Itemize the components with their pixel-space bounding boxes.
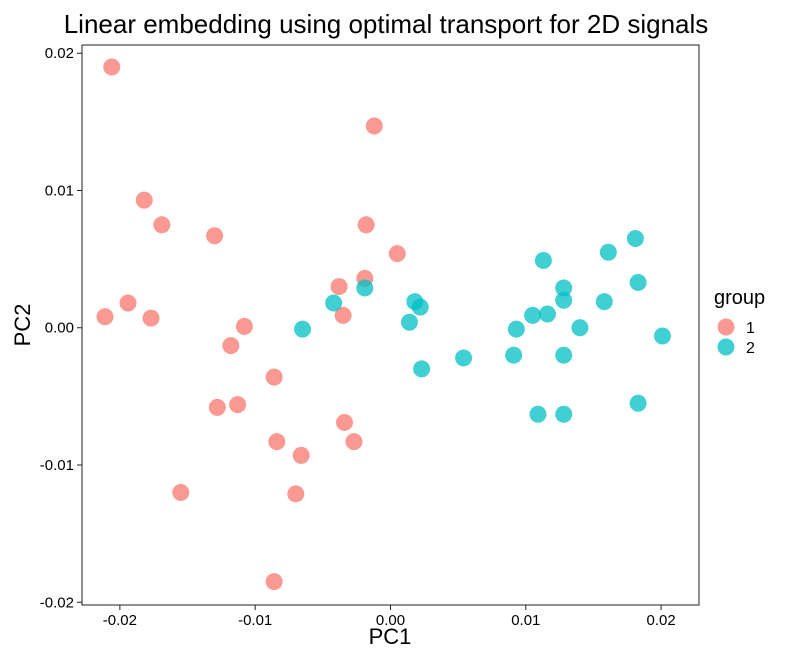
data-point — [455, 349, 473, 367]
legend-label: 2 — [746, 340, 755, 357]
data-point — [345, 433, 363, 451]
data-point — [629, 273, 647, 291]
data-point — [103, 58, 121, 76]
data-point — [571, 319, 589, 337]
data-point — [268, 433, 286, 451]
y-tick-label: -0.02 — [40, 594, 74, 611]
legend-label: 1 — [746, 320, 755, 337]
data-point — [235, 317, 253, 335]
series-group-1 — [96, 58, 406, 591]
x-tick-label: 0.00 — [376, 612, 405, 629]
data-point — [555, 405, 573, 423]
y-axis: -0.02 -0.01 0.00 0.01 0.02 — [40, 45, 82, 611]
data-point — [335, 413, 353, 431]
x-tick-label: 0.02 — [647, 612, 676, 629]
data-point — [629, 394, 647, 412]
data-point — [505, 346, 523, 364]
data-point — [507, 320, 525, 338]
data-point — [292, 446, 310, 464]
data-point — [555, 279, 573, 297]
data-point — [555, 291, 573, 309]
data-point — [265, 368, 283, 386]
legend-key — [717, 318, 735, 336]
x-tick-label: -0.02 — [103, 612, 137, 629]
data-point — [529, 405, 547, 423]
chart-title: Linear embedding using optimal transport… — [64, 9, 709, 39]
data-point — [538, 305, 556, 323]
legend-key — [717, 338, 735, 356]
data-point — [413, 360, 431, 378]
data-point — [356, 279, 374, 297]
legend: group 1 2 — [714, 287, 765, 357]
data-point — [400, 313, 418, 331]
y-axis-title: PC2 — [10, 304, 35, 347]
data-point — [229, 396, 247, 414]
data-point — [555, 346, 573, 364]
x-axis-title: PC1 — [369, 624, 412, 649]
x-tick-label: 0.01 — [511, 612, 540, 629]
data-point — [153, 216, 171, 234]
data-point — [534, 251, 552, 269]
data-point — [287, 485, 305, 503]
data-point — [265, 573, 283, 591]
data-point — [626, 230, 644, 248]
data-point — [294, 320, 312, 338]
y-tick-label: 0.00 — [45, 320, 74, 337]
data-point — [222, 337, 240, 355]
data-point — [206, 227, 224, 245]
data-point — [524, 306, 542, 324]
data-point — [325, 294, 343, 312]
data-points — [96, 58, 671, 591]
data-point — [334, 306, 352, 324]
data-point — [411, 298, 429, 316]
data-point — [142, 309, 160, 327]
data-point — [653, 327, 671, 345]
data-point — [330, 278, 348, 296]
series-group-2 — [294, 230, 671, 423]
x-axis: -0.02 -0.01 0.00 0.01 0.02 — [103, 605, 676, 629]
data-point — [96, 308, 114, 326]
y-tick-label: 0.02 — [45, 45, 74, 62]
y-tick-label: -0.01 — [40, 457, 74, 474]
data-point — [119, 294, 137, 312]
x-tick-label: -0.01 — [238, 612, 272, 629]
data-point — [388, 245, 406, 263]
data-point — [357, 216, 375, 234]
data-point — [172, 483, 190, 501]
data-point — [135, 191, 153, 209]
plot-panel — [81, 44, 700, 606]
y-tick-label: 0.01 — [45, 182, 74, 199]
legend-title: group — [714, 287, 765, 309]
data-point — [595, 293, 613, 311]
data-point — [208, 398, 226, 416]
data-point — [365, 117, 383, 135]
data-point — [599, 243, 617, 261]
